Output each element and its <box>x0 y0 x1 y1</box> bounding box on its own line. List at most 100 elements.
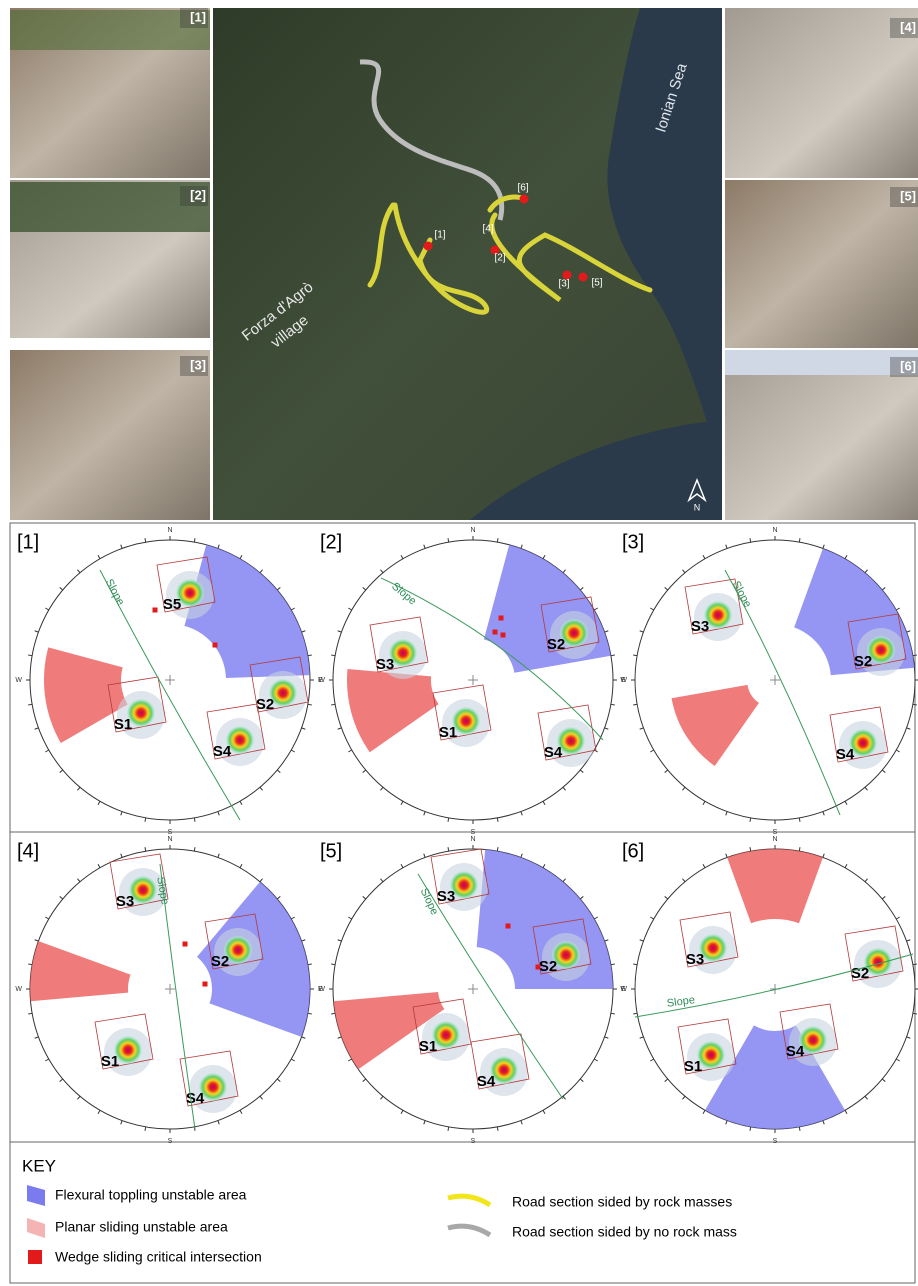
net-tick <box>799 1127 800 1131</box>
photo-label: [5] <box>900 188 916 203</box>
net-tick <box>45 750 48 752</box>
net-tick <box>35 1037 39 1038</box>
net-tick <box>218 812 219 816</box>
net-tick <box>448 1127 449 1131</box>
photo-label: [3] <box>190 357 206 372</box>
net-tick <box>521 854 522 858</box>
net-tick <box>98 555 100 558</box>
photo-label: [6] <box>900 358 916 373</box>
compass-label: W <box>620 986 627 993</box>
net-tick <box>45 917 48 919</box>
panel-label: [5] <box>320 840 342 862</box>
net-tick <box>121 854 122 858</box>
photo-label: [2] <box>190 187 206 202</box>
set-label: S5 <box>163 596 181 613</box>
net-tick <box>401 555 403 558</box>
net-tick <box>363 896 366 899</box>
photo <box>725 350 918 520</box>
wedge-point <box>183 942 188 947</box>
net-tick <box>682 879 685 882</box>
net-tick <box>703 1110 705 1113</box>
net-tick <box>913 704 917 705</box>
net-tick <box>799 538 800 542</box>
compass-label: N <box>772 527 777 534</box>
net-tick <box>703 864 705 867</box>
net-tick <box>823 854 824 858</box>
set-label: S1 <box>114 716 132 733</box>
net-tick <box>145 818 146 822</box>
net-tick <box>380 879 383 882</box>
net-tick <box>682 787 685 790</box>
net-tick <box>308 704 312 705</box>
net-tick <box>882 1079 885 1082</box>
net-tick <box>650 917 653 919</box>
net-tick <box>665 770 668 773</box>
compass-label: N <box>167 527 172 534</box>
net-tick <box>650 750 653 752</box>
net-tick <box>497 538 498 542</box>
net-tick <box>543 801 545 804</box>
net-tick <box>913 964 917 965</box>
net-tick <box>497 847 498 851</box>
net-tick <box>338 940 342 941</box>
net-tick <box>882 896 885 899</box>
key-icon-road-norock <box>448 1226 490 1235</box>
net-tick <box>145 1127 146 1131</box>
net-tick <box>331 704 335 705</box>
wedge-point <box>536 965 541 970</box>
net-tick <box>291 750 294 752</box>
net-tick <box>726 854 727 858</box>
panel-label: [3] <box>622 531 644 553</box>
compass-label: W <box>318 677 325 684</box>
net-tick <box>194 538 195 542</box>
compass-label: N <box>167 836 172 843</box>
net-tick <box>291 1059 294 1061</box>
net-tick <box>865 787 868 790</box>
net-tick <box>750 847 751 851</box>
set-label: S3 <box>686 951 704 968</box>
net-tick <box>348 608 351 610</box>
net-tick <box>682 1096 685 1099</box>
set-label: S1 <box>684 1058 702 1075</box>
panel-label: [2] <box>320 531 342 553</box>
stereonet: [1]NESWS5S1S2S4Slope <box>15 527 323 836</box>
net-tick <box>121 545 122 549</box>
net-tick <box>594 917 597 919</box>
net-tick <box>401 864 403 867</box>
net-tick <box>380 787 383 790</box>
stereonet: [6]NESWS3S2S1S4Slope <box>620 836 918 1145</box>
net-tick <box>35 940 39 941</box>
net-tick <box>521 545 522 549</box>
net-tick <box>308 1013 312 1014</box>
photo-label: [4] <box>900 19 916 34</box>
net-tick <box>605 1037 609 1038</box>
wedge-point <box>153 608 158 613</box>
net-tick <box>121 812 122 816</box>
net-tick <box>60 770 63 773</box>
net-tick <box>98 864 100 867</box>
net-tick <box>750 1127 751 1131</box>
net-tick <box>605 728 609 729</box>
net-tick <box>896 1059 899 1061</box>
net-tick <box>896 750 899 752</box>
key-item: Planar sliding unstable area <box>55 1219 228 1235</box>
net-tick <box>563 1096 566 1099</box>
net-tick <box>882 587 885 590</box>
net-tick <box>28 655 32 656</box>
compass-label: N <box>470 527 475 534</box>
net-tick <box>240 555 242 558</box>
net-tick <box>45 608 48 610</box>
set-label: S4 <box>186 1090 205 1107</box>
net-tick <box>580 770 583 773</box>
net-tick <box>913 655 917 656</box>
net-tick <box>580 1079 583 1082</box>
net-tick <box>633 655 637 656</box>
net-tick <box>913 1013 917 1014</box>
net-tick <box>28 964 32 965</box>
net-tick <box>218 545 219 549</box>
net-tick <box>633 1013 637 1014</box>
set-label: S3 <box>376 656 394 673</box>
sky <box>725 350 918 375</box>
site-label: [5] <box>591 278 602 289</box>
net-tick <box>823 812 824 816</box>
